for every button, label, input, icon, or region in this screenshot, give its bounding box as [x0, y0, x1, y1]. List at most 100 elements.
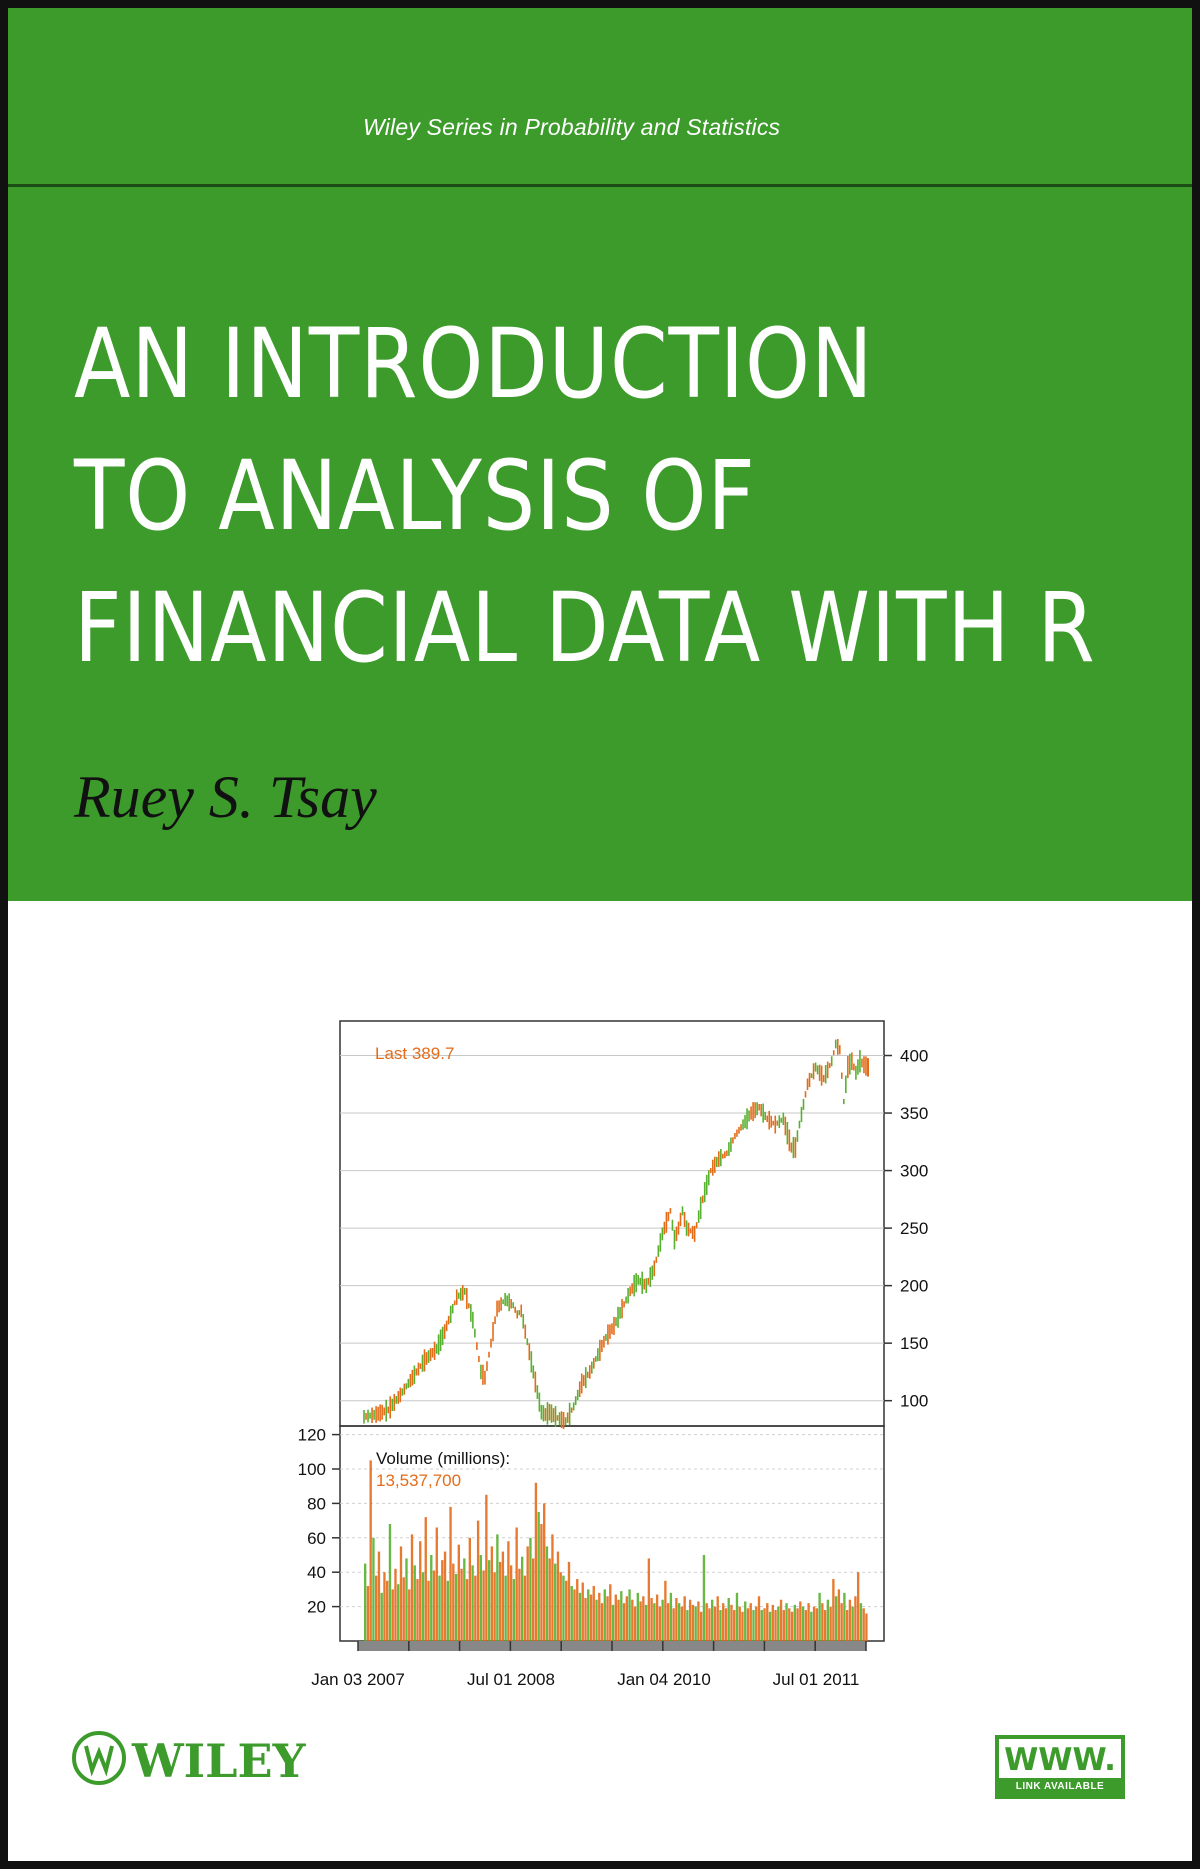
- volume-bar: [559, 1572, 562, 1641]
- volume-bar: [735, 1592, 739, 1641]
- volume-bar: [405, 1558, 408, 1641]
- volume-bar: [672, 1608, 675, 1641]
- volume-bar: [617, 1599, 620, 1641]
- volume-bar: [733, 1610, 736, 1641]
- volume-bar: [589, 1594, 593, 1641]
- price-tick-label: 100: [900, 1392, 928, 1411]
- title-line-3: FINANCIAL DATA WITH R: [74, 572, 1096, 684]
- volume-value: 13,537,700: [376, 1471, 461, 1490]
- volume-bar: [793, 1604, 796, 1641]
- wiley-logo: WILEY: [70, 1718, 330, 1803]
- volume-bar: [498, 1561, 502, 1641]
- volume-bar: [567, 1561, 571, 1641]
- volume-bar: [457, 1544, 460, 1641]
- volume-bar: [804, 1610, 808, 1641]
- volume-bar: [826, 1599, 830, 1641]
- volume-bar: [603, 1589, 606, 1641]
- volume-bar: [644, 1604, 648, 1641]
- volume-bar: [512, 1579, 516, 1641]
- volume-bar: [680, 1606, 684, 1641]
- volume-bar: [845, 1610, 849, 1641]
- volume-bar: [532, 1558, 535, 1641]
- volume-bar: [523, 1575, 527, 1641]
- volume-bar: [716, 1596, 719, 1641]
- volume-bar: [614, 1594, 617, 1641]
- volume-bar: [476, 1520, 480, 1641]
- volume-bar: [540, 1524, 543, 1641]
- volume-bar: [435, 1527, 438, 1641]
- volume-bar: [837, 1589, 841, 1641]
- volume-bar: [711, 1599, 714, 1641]
- volume-bar: [763, 1608, 766, 1641]
- volume-bar: [768, 1611, 772, 1641]
- volume-bar: [755, 1606, 758, 1641]
- volume-bar: [375, 1575, 378, 1641]
- volume-tick-label: 20: [307, 1598, 326, 1617]
- volume-bar: [801, 1606, 805, 1641]
- volume-bar: [694, 1606, 697, 1641]
- volume-tick-label: 100: [298, 1460, 326, 1479]
- volume-bar: [487, 1560, 491, 1641]
- volume-bar: [669, 1592, 673, 1641]
- series-title: Wiley Series in Probability and Statisti…: [363, 114, 781, 140]
- price-tick-label: 200: [900, 1277, 928, 1296]
- volume-bar: [587, 1589, 590, 1641]
- volume-bar: [493, 1572, 496, 1641]
- volume-bar: [562, 1575, 565, 1641]
- volume-bar: [443, 1551, 447, 1641]
- volume-bar: [807, 1603, 810, 1641]
- volume-bar: [823, 1610, 827, 1641]
- x-date-label: Jul 01 2011: [773, 1670, 860, 1689]
- x-date-label: Jan 04 2010: [617, 1670, 711, 1689]
- volume-bar: [746, 1608, 750, 1641]
- volume-bar: [595, 1599, 598, 1641]
- volume-bar: [556, 1551, 560, 1641]
- volume-bar: [369, 1460, 372, 1641]
- volume-bar: [454, 1573, 458, 1641]
- volume-bar: [545, 1546, 549, 1641]
- volume-bar: [584, 1598, 587, 1641]
- volume-bar: [419, 1541, 422, 1641]
- volume-bar: [551, 1534, 554, 1641]
- volume-bar: [518, 1568, 521, 1641]
- volume-bar: [697, 1601, 700, 1641]
- volume-bar: [688, 1599, 692, 1641]
- price-panel-frame: [339, 1020, 885, 1427]
- volume-bar: [730, 1604, 733, 1641]
- volume-bar: [554, 1563, 557, 1641]
- volume-bar: [664, 1580, 667, 1641]
- volume-bar: [364, 1563, 367, 1641]
- volume-bar: [818, 1592, 821, 1641]
- volume-bar: [859, 1603, 863, 1641]
- volume-bar: [636, 1592, 640, 1641]
- volume-bar: [856, 1572, 860, 1641]
- volume-bar: [570, 1585, 573, 1641]
- author-name: Ruey S. Tsay: [74, 764, 377, 830]
- volume-bar: [490, 1546, 494, 1641]
- volume-bar: [622, 1603, 626, 1641]
- volume-bar: [388, 1524, 392, 1641]
- volume-bar: [397, 1584, 400, 1641]
- volume-bar: [424, 1517, 427, 1641]
- volume-bar: [391, 1589, 394, 1641]
- series-banner: Wiley Series in Probability and Statisti…: [8, 8, 1192, 184]
- volume-bar: [790, 1611, 794, 1641]
- volume-bar: [799, 1601, 802, 1641]
- price-tick-label: 150: [900, 1334, 928, 1353]
- volume-bar: [383, 1572, 386, 1641]
- volume-bar: [782, 1610, 785, 1641]
- volume-bar: [829, 1606, 832, 1641]
- volume-bar: [785, 1603, 788, 1641]
- volume-bar: [650, 1598, 653, 1641]
- price-tick-label: 350: [900, 1104, 928, 1123]
- volume-bar: [432, 1570, 436, 1641]
- volume-bar: [760, 1610, 763, 1641]
- volume-bar: [727, 1598, 730, 1641]
- volume-bar: [482, 1570, 485, 1641]
- volume-bar: [430, 1555, 433, 1641]
- volume-bar: [713, 1606, 717, 1641]
- volume-bar: [576, 1579, 579, 1641]
- volume-bar: [832, 1579, 835, 1641]
- volume-bar: [413, 1565, 416, 1641]
- volume-bar: [380, 1592, 383, 1641]
